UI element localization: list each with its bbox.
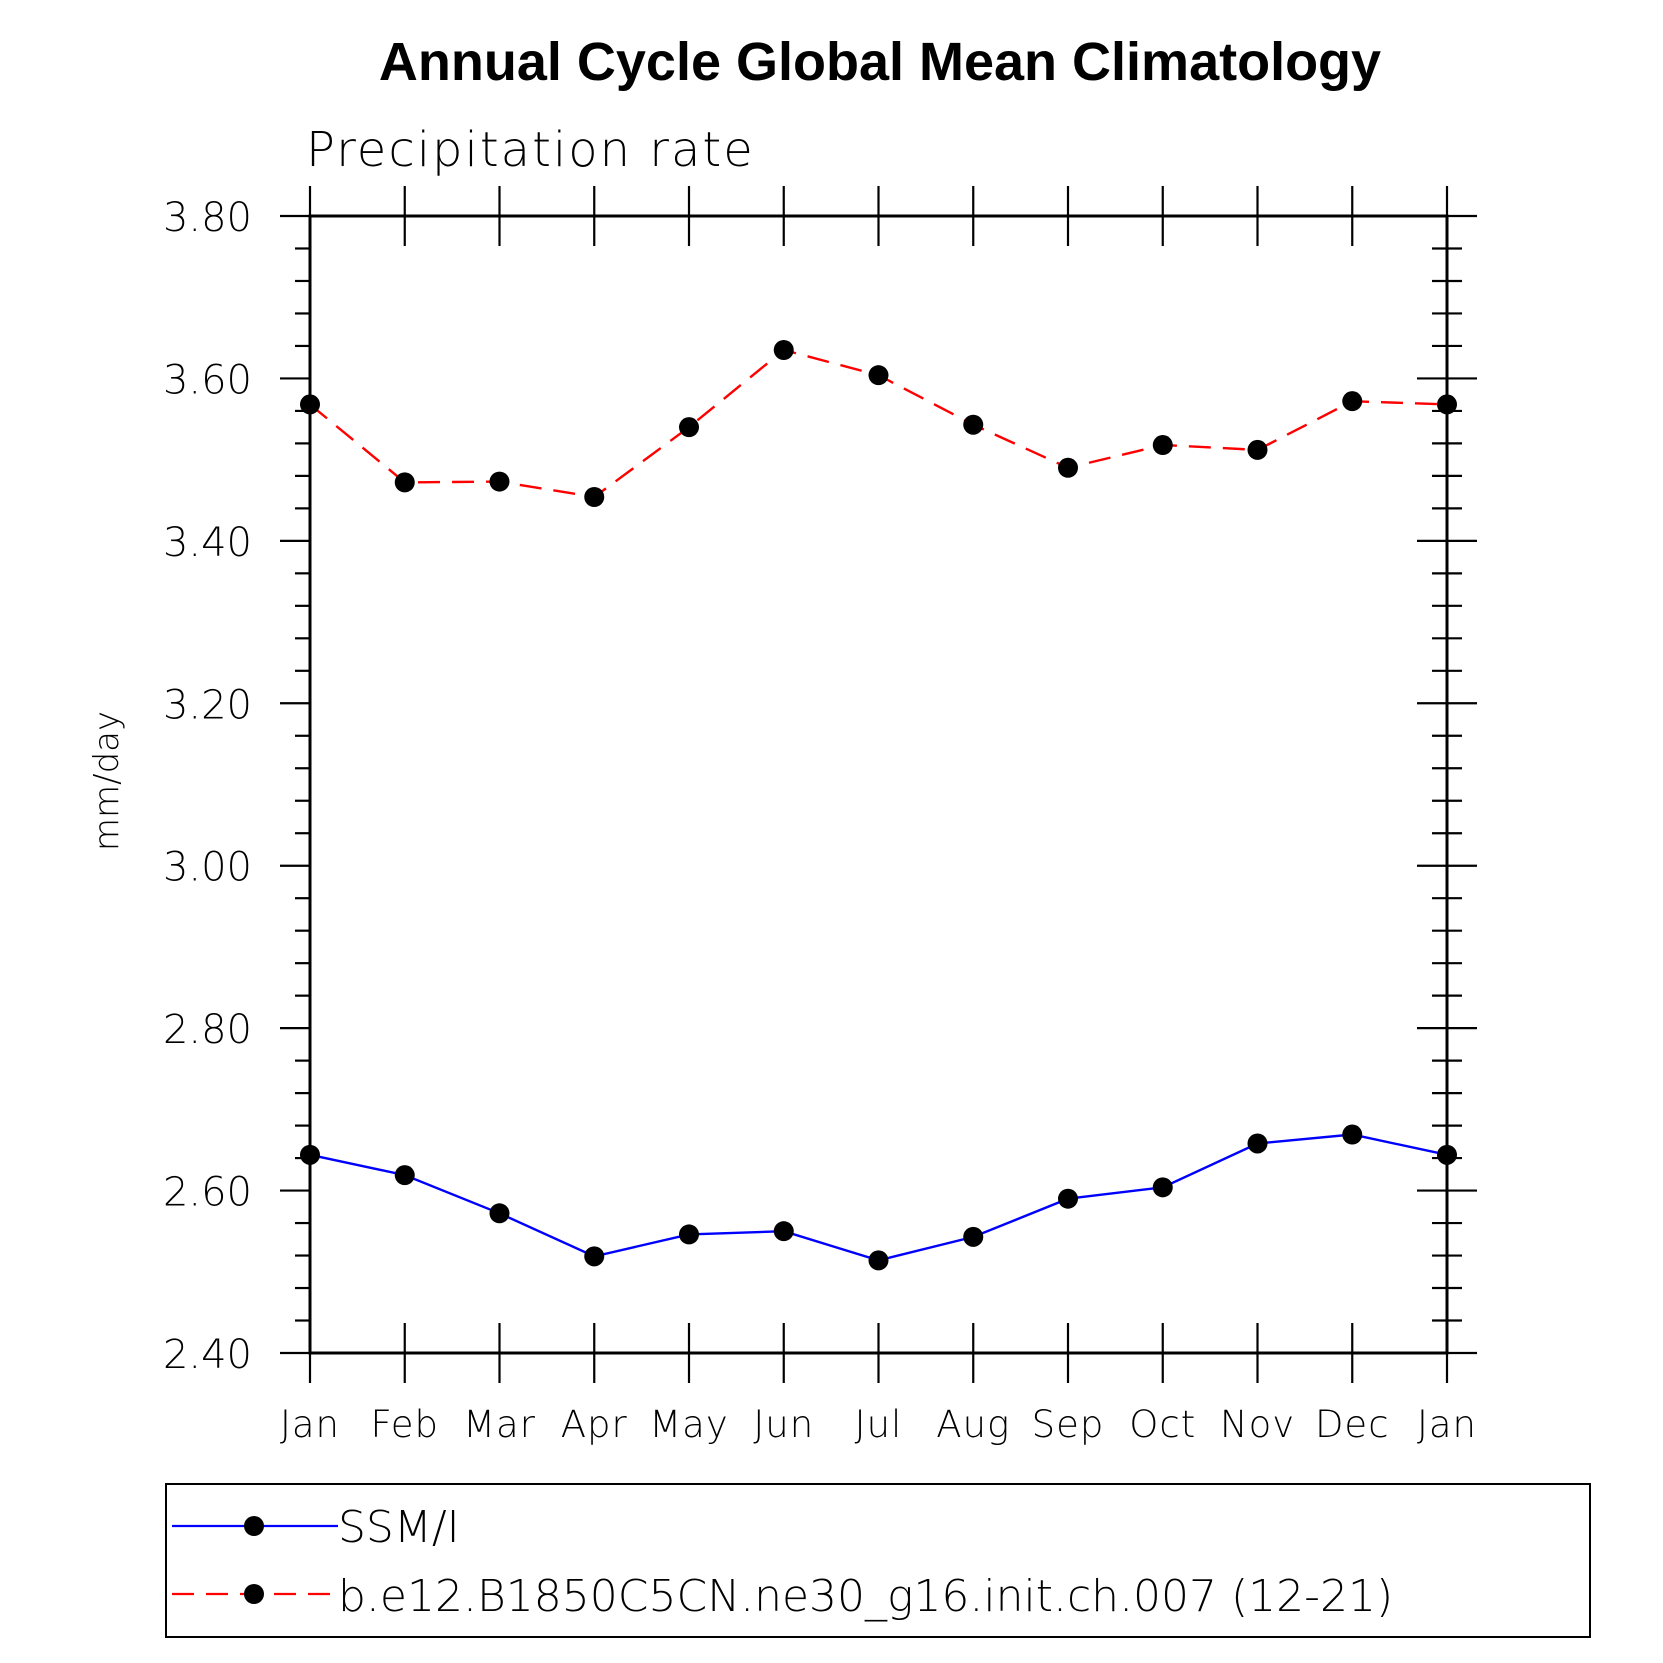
x-tick-label: Jun [753,1403,814,1446]
x-tick-label: Jan [1417,1403,1477,1446]
chart-subtitle: Precipitation rate [306,122,755,178]
series-0-point [394,1165,415,1186]
legend-marker-model [244,1584,264,1604]
series-0-point [868,1250,889,1271]
legend-box [165,1483,1591,1638]
legend-label-model: b.e12.B1850C5CN.ne30_g16.init.ch.007 (12… [338,1571,1393,1622]
series-1-point [584,487,605,508]
series-0-point [489,1203,510,1224]
series-0-point [1437,1144,1457,1165]
series-1-point [773,340,794,361]
series-0-point [1058,1188,1078,1209]
series-0-point [963,1226,984,1247]
y-tick-label: 2.80 [163,1007,252,1053]
series-0-point [300,1144,320,1165]
x-tick-label: Jul [855,1403,903,1446]
x-tick-label: Nov [1220,1403,1295,1446]
series-1-point [868,365,889,386]
series-0-point [1152,1177,1173,1198]
y-axis-label: mm/day [87,711,127,851]
x-tick-label: Sep [1032,1403,1105,1446]
series-1-point [300,394,320,415]
x-tick-label: May [649,1403,729,1446]
y-tick-label: 3.20 [163,682,252,728]
series-line-0 [309,1133,1448,1262]
series-1-point [1437,394,1457,415]
y-tick-label: 2.60 [163,1170,252,1216]
chart-title: Annual Cycle Global Mean Climatology [379,32,1381,92]
series-1-point [963,414,984,435]
legend: SSM/I b.e12.B1850C5CN.ne30_g16.init.ch.0… [165,1483,1591,1638]
legend-marker-ssmi [244,1516,264,1536]
series-1-point [1152,435,1173,456]
x-tick-label: Aug [936,1403,1010,1446]
series-1-point [1247,439,1268,460]
series-1-point [679,417,699,438]
x-tick-label: Dec [1315,1403,1390,1446]
y-tick-label: 3.40 [163,520,252,566]
y-axis: 2.40 2.60 2.80 3.00 3.20 3.40 3.60 3.80 [163,195,1477,1378]
y-tick-label: 3.80 [163,195,252,241]
series-0-point [1342,1124,1363,1145]
legend-label-ssmi: SSM/I [338,1502,460,1553]
x-tick-label: Apr [561,1403,628,1446]
series-1-point [489,471,510,492]
series-0-point [584,1246,605,1267]
y-tick-label: 3.00 [163,845,252,891]
x-tick-label: Jan [280,1403,340,1446]
series-1-point [394,472,415,493]
plot-frame [308,214,1449,1355]
series-1-point [1058,457,1078,478]
series-0-point [1247,1133,1268,1154]
series-0-point [679,1224,699,1245]
y-tick-label: 2.40 [163,1332,252,1378]
series-layer [300,340,1457,1271]
series-0-point [773,1221,794,1242]
y-tick-label: 3.60 [163,357,252,403]
x-tick-label: Feb [370,1403,439,1446]
x-tick-label: Oct [1129,1403,1196,1446]
x-axis: Jan Feb Mar Apr May Jun Jul Aug Sep Oct Nov Dec Jan [280,186,1477,1446]
series-1-point [1342,391,1363,412]
x-tick-label: Mar [463,1403,536,1446]
